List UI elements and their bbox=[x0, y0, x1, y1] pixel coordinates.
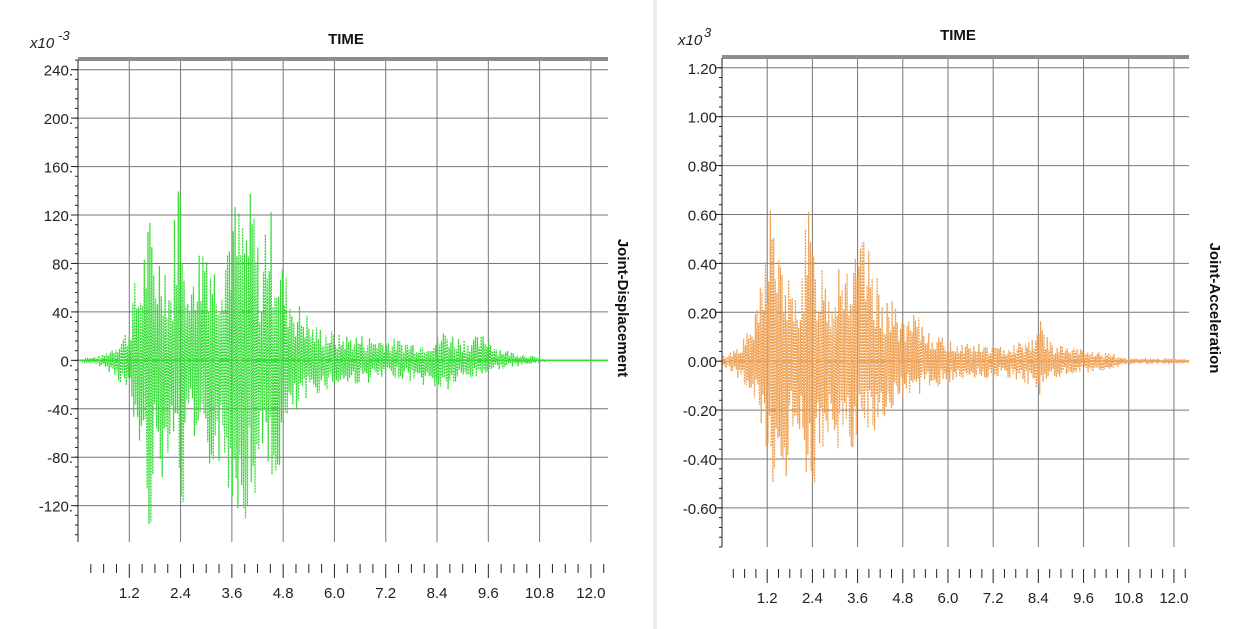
x-tick-label: 9.6 bbox=[478, 585, 499, 602]
x-tick-label: 4.8 bbox=[273, 585, 294, 602]
x-tick-label: 12.0 bbox=[576, 585, 605, 602]
x-tick-label: 6.0 bbox=[324, 585, 345, 602]
displacement-chart-panel: x10 -3 TIME Joint-Displacement 240. 200. 1… bbox=[8, 8, 650, 620]
y-multiplier: x10 bbox=[677, 32, 703, 49]
y-axis-title: Joint-Displacement bbox=[614, 239, 631, 377]
y-tick-label: 1.00 bbox=[688, 110, 717, 127]
plot-area bbox=[78, 60, 608, 542]
x-tick-label: 10.8 bbox=[525, 585, 554, 602]
y-tick-label: 0.40 bbox=[688, 256, 717, 273]
acceleration-chart-panel: x10 3 TIME Joint-Acceleration 1.20 1.00 0.… bbox=[660, 8, 1238, 620]
top-bar bbox=[78, 57, 608, 61]
y-tick-label: 240. bbox=[44, 63, 73, 80]
y-tick-label: 40. bbox=[52, 305, 73, 322]
y-tick-label: 120. bbox=[44, 208, 73, 225]
y-tick-label: 1.20 bbox=[688, 61, 717, 78]
top-bar bbox=[722, 55, 1189, 59]
chart-title: TIME bbox=[328, 31, 364, 48]
x-tick-label: 8.4 bbox=[427, 585, 448, 602]
x-tick-label: 9.6 bbox=[1073, 590, 1094, 607]
y-tick-label: 160. bbox=[44, 160, 73, 177]
acceleration-chart: x10 3 TIME Joint-Acceleration 1.20 1.00 0.… bbox=[677, 25, 1223, 607]
x-tick-label: 4.8 bbox=[892, 590, 913, 607]
y-tick-label: 0.20 bbox=[688, 305, 717, 322]
y-exponent: -3 bbox=[58, 28, 70, 43]
displacement-chart: x10 -3 TIME Joint-Displacement 240. 200. 1… bbox=[29, 28, 631, 602]
y-tick-label: 0. bbox=[60, 353, 73, 370]
y-tick-label: -0.60 bbox=[683, 501, 717, 518]
y-tick-label: 200. bbox=[44, 111, 73, 128]
x-tick-label: 2.4 bbox=[170, 585, 191, 602]
y-axis-title: Joint-Acceleration bbox=[1206, 243, 1223, 374]
x-tick-label: 3.6 bbox=[847, 590, 868, 607]
x-tick-label: 10.8 bbox=[1114, 590, 1143, 607]
plot-area bbox=[722, 58, 1189, 547]
y-tick-label: -40. bbox=[47, 402, 73, 419]
y-multiplier: x10 bbox=[29, 35, 55, 52]
x-tick-label: 12.0 bbox=[1159, 590, 1188, 607]
panel-divider bbox=[653, 0, 657, 629]
x-tick-label: 7.2 bbox=[983, 590, 1004, 607]
chart-title: TIME bbox=[940, 27, 976, 44]
y-tick-label: 0.00 bbox=[688, 354, 717, 371]
signal-trace bbox=[721, 210, 1190, 483]
y-tick-label: 80. bbox=[52, 256, 73, 273]
x-tick-label: 1.2 bbox=[119, 585, 140, 602]
y-tick-label: -0.40 bbox=[683, 452, 717, 469]
x-tick-label: 2.4 bbox=[802, 590, 823, 607]
y-tick-label: -0.20 bbox=[683, 403, 717, 420]
x-tick-label: 8.4 bbox=[1028, 590, 1049, 607]
y-tick-label: 0.80 bbox=[688, 159, 717, 176]
y-tick-label: 0.60 bbox=[688, 207, 717, 224]
x-tick-label: 6.0 bbox=[938, 590, 959, 607]
x-tick-label: 1.2 bbox=[757, 590, 778, 607]
x-tick-label: 7.2 bbox=[375, 585, 396, 602]
y-tick-label: -80. bbox=[47, 450, 73, 467]
y-exponent: 3 bbox=[704, 25, 712, 40]
x-tick-label: 3.6 bbox=[221, 585, 242, 602]
y-tick-label: -120. bbox=[39, 499, 73, 516]
